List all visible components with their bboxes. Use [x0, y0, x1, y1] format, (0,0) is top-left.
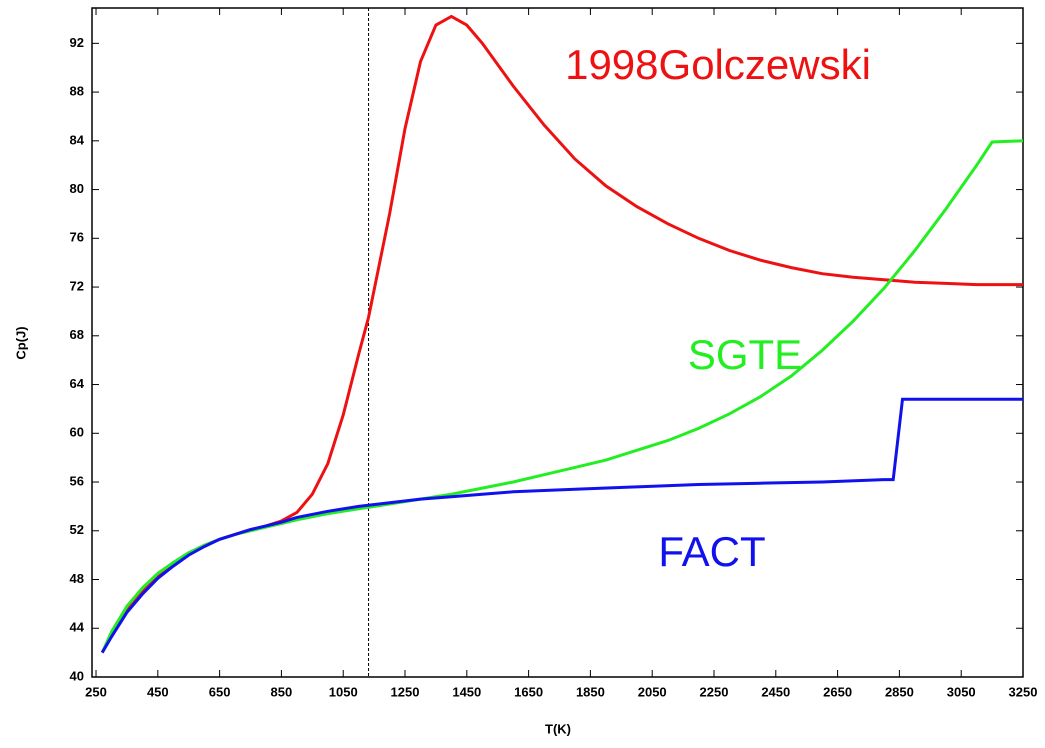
y-axis-title: Cp(J) [13, 326, 28, 359]
x-tick-label: 850 [271, 684, 293, 699]
y-tick-label: 92 [70, 35, 84, 50]
y-tick-label: 40 [70, 668, 84, 683]
x-tick-label: 3250 [1009, 684, 1038, 699]
y-tick-label: 64 [70, 376, 85, 391]
y-tick-label: 88 [70, 84, 84, 99]
series-line [100, 14, 1023, 654]
x-tick-label: 2050 [638, 684, 667, 699]
y-tick-label: 68 [70, 327, 84, 342]
y-tick-label: 76 [70, 230, 84, 245]
x-tick-label: 2250 [700, 684, 729, 699]
plot-frame [91, 7, 1024, 678]
x-tick-label: 1050 [329, 684, 358, 699]
x-tick-label: 2650 [823, 684, 852, 699]
series-label: SGTE [688, 331, 802, 378]
x-axis-title: T(K) [545, 721, 571, 736]
y-tick-label: 48 [70, 571, 84, 586]
x-tick-label: 1250 [391, 684, 420, 699]
series-line [100, 139, 1024, 654]
x-tick-label: 250 [85, 684, 107, 699]
y-tick-label: 56 [70, 473, 84, 488]
x-tick-label: 1450 [452, 684, 481, 699]
y-tick-label: 84 [70, 132, 85, 147]
series-label: FACT [658, 528, 765, 575]
y-tick-label: 80 [70, 181, 84, 196]
y-tick-label: 44 [70, 620, 85, 635]
x-tick-label: 3050 [947, 684, 976, 699]
x-tick-label: 2850 [885, 684, 914, 699]
y-tick-label: 52 [70, 522, 84, 537]
x-tick-label: 1650 [514, 684, 543, 699]
x-tick-label: 2450 [761, 684, 790, 699]
y-tick-label: 72 [70, 278, 84, 293]
y-tick-label: 60 [70, 425, 84, 440]
series-line [100, 397, 1023, 654]
series-label: 1998Golczewski [565, 41, 871, 88]
x-tick-label: 1850 [576, 684, 605, 699]
x-tick-label: 450 [147, 684, 169, 699]
x-tick-label: 650 [209, 684, 231, 699]
